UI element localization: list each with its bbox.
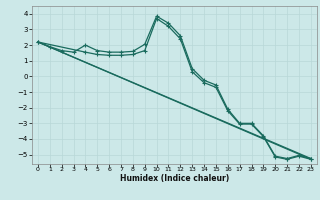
X-axis label: Humidex (Indice chaleur): Humidex (Indice chaleur): [120, 174, 229, 183]
